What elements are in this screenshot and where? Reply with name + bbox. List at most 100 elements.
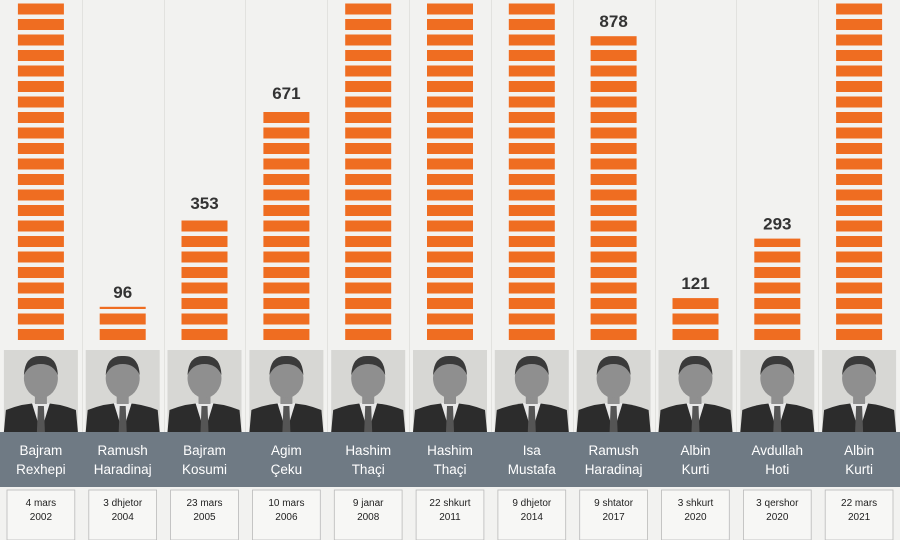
bar-segment: [590, 127, 637, 139]
bar-segment: [263, 236, 310, 247]
bar-segment: [836, 251, 883, 263]
leader-last-name: Thaçi: [352, 462, 385, 477]
bar: [508, 3, 555, 340]
bar-segment: [17, 236, 64, 247]
date-box: [333, 489, 403, 540]
portrait-photo: [331, 350, 406, 432]
bar-segment: [181, 236, 228, 247]
bar-segment: [345, 34, 392, 46]
bar-segment: [508, 236, 555, 247]
portrait-tie: [855, 406, 864, 432]
date-day: 10 mars: [268, 498, 304, 509]
bar-segment: [17, 19, 64, 30]
bar-segment: [427, 267, 473, 278]
date-day: 22 mars: [841, 498, 877, 509]
date-box: [88, 489, 158, 540]
bar-segment: [345, 236, 392, 247]
leader-last-name: Çeku: [271, 462, 303, 477]
bar-segment: [345, 220, 392, 232]
bar-segment: [754, 313, 801, 325]
date-year: 2021: [848, 512, 871, 523]
bar-segment: [17, 174, 64, 185]
bar-segment: [590, 65, 637, 77]
portrait-hair: [760, 355, 795, 375]
portrait-photo: [822, 350, 897, 432]
bar-segment: [590, 220, 637, 232]
portraits-group: [3, 350, 897, 432]
date-box: [824, 489, 894, 540]
date-year: 2005: [193, 512, 216, 523]
leader-last-name: Kurti: [682, 462, 710, 477]
value-label: 121: [681, 274, 709, 293]
bar-segment: [427, 158, 473, 170]
bar-segment: [345, 189, 392, 201]
portrait-face: [105, 358, 140, 398]
bar-segment: [17, 96, 64, 108]
bar-segment: [427, 205, 473, 216]
bar-segment: [508, 127, 555, 139]
portrait-tie: [446, 406, 454, 432]
value-label: 293: [763, 215, 791, 234]
bar-segment: [508, 143, 555, 154]
date-year: 2008: [357, 512, 380, 523]
portrait-photo: [658, 350, 733, 432]
bar-segment: [508, 96, 555, 108]
portrait-tie: [282, 406, 291, 432]
bar-segment: [836, 3, 883, 15]
bar-segment: [427, 3, 473, 15]
bar: [427, 3, 473, 340]
portrait-hair: [269, 355, 304, 375]
bar-segment: [590, 205, 637, 216]
bar-segment: [17, 112, 64, 123]
bar-segment: [590, 251, 637, 263]
portrait-hair: [596, 355, 631, 375]
bar-segment: [181, 329, 228, 340]
dates-group: 4 mars 2002 3 dhjetor 2004 23 mars 2005 10 mar…: [6, 489, 894, 540]
leader-first-name: Ramush: [588, 443, 638, 458]
bar-segment: [836, 158, 883, 170]
date-box: [170, 489, 239, 540]
bar-segment: [590, 282, 637, 294]
bar-segment: [345, 267, 392, 278]
bar-segment: [836, 174, 883, 185]
column-separators: [82, 0, 819, 432]
bar-segment: [508, 174, 555, 185]
bar: [590, 36, 637, 340]
portrait-tie: [118, 406, 127, 432]
date-day: 9 dhjetor: [512, 498, 552, 509]
portrait-face: [187, 358, 222, 398]
bar-segment: [427, 127, 473, 139]
bar-segment: [590, 313, 637, 325]
bar-segment: [181, 267, 228, 278]
bar-segment: [17, 189, 64, 201]
bars-group: [17, 3, 883, 340]
bar-segment: [17, 143, 64, 154]
portrait-tie: [609, 406, 618, 432]
portrait-face: [269, 358, 304, 398]
bar-segment: [345, 174, 392, 185]
leader-last-name: Hoti: [765, 462, 789, 477]
date-day: 23 mars: [186, 498, 222, 509]
bar-segment: [17, 298, 64, 309]
bar-segment: [754, 267, 801, 278]
portrait-photo: [249, 350, 324, 432]
value-label: 353: [190, 194, 218, 213]
leader-first-name: Albin: [844, 443, 874, 458]
leader-last-name: Thaçi: [433, 462, 466, 477]
bar-segment: [17, 220, 64, 232]
bar-segment: [427, 34, 473, 46]
bar-segment: [427, 329, 473, 340]
bar-segment: [17, 267, 64, 278]
leader-last-name: Haradinaj: [585, 462, 643, 477]
bar-segment: [508, 313, 555, 325]
bar-segment: [427, 298, 473, 309]
date-box: [743, 489, 812, 540]
bar-segment: [181, 220, 228, 232]
bar-segment: [836, 143, 883, 154]
bar-segment: [427, 236, 473, 247]
bar-segment: [836, 267, 883, 278]
bar-segment: [590, 267, 637, 278]
date-day: 9 janar: [353, 498, 384, 509]
bar-segment: [836, 50, 883, 61]
